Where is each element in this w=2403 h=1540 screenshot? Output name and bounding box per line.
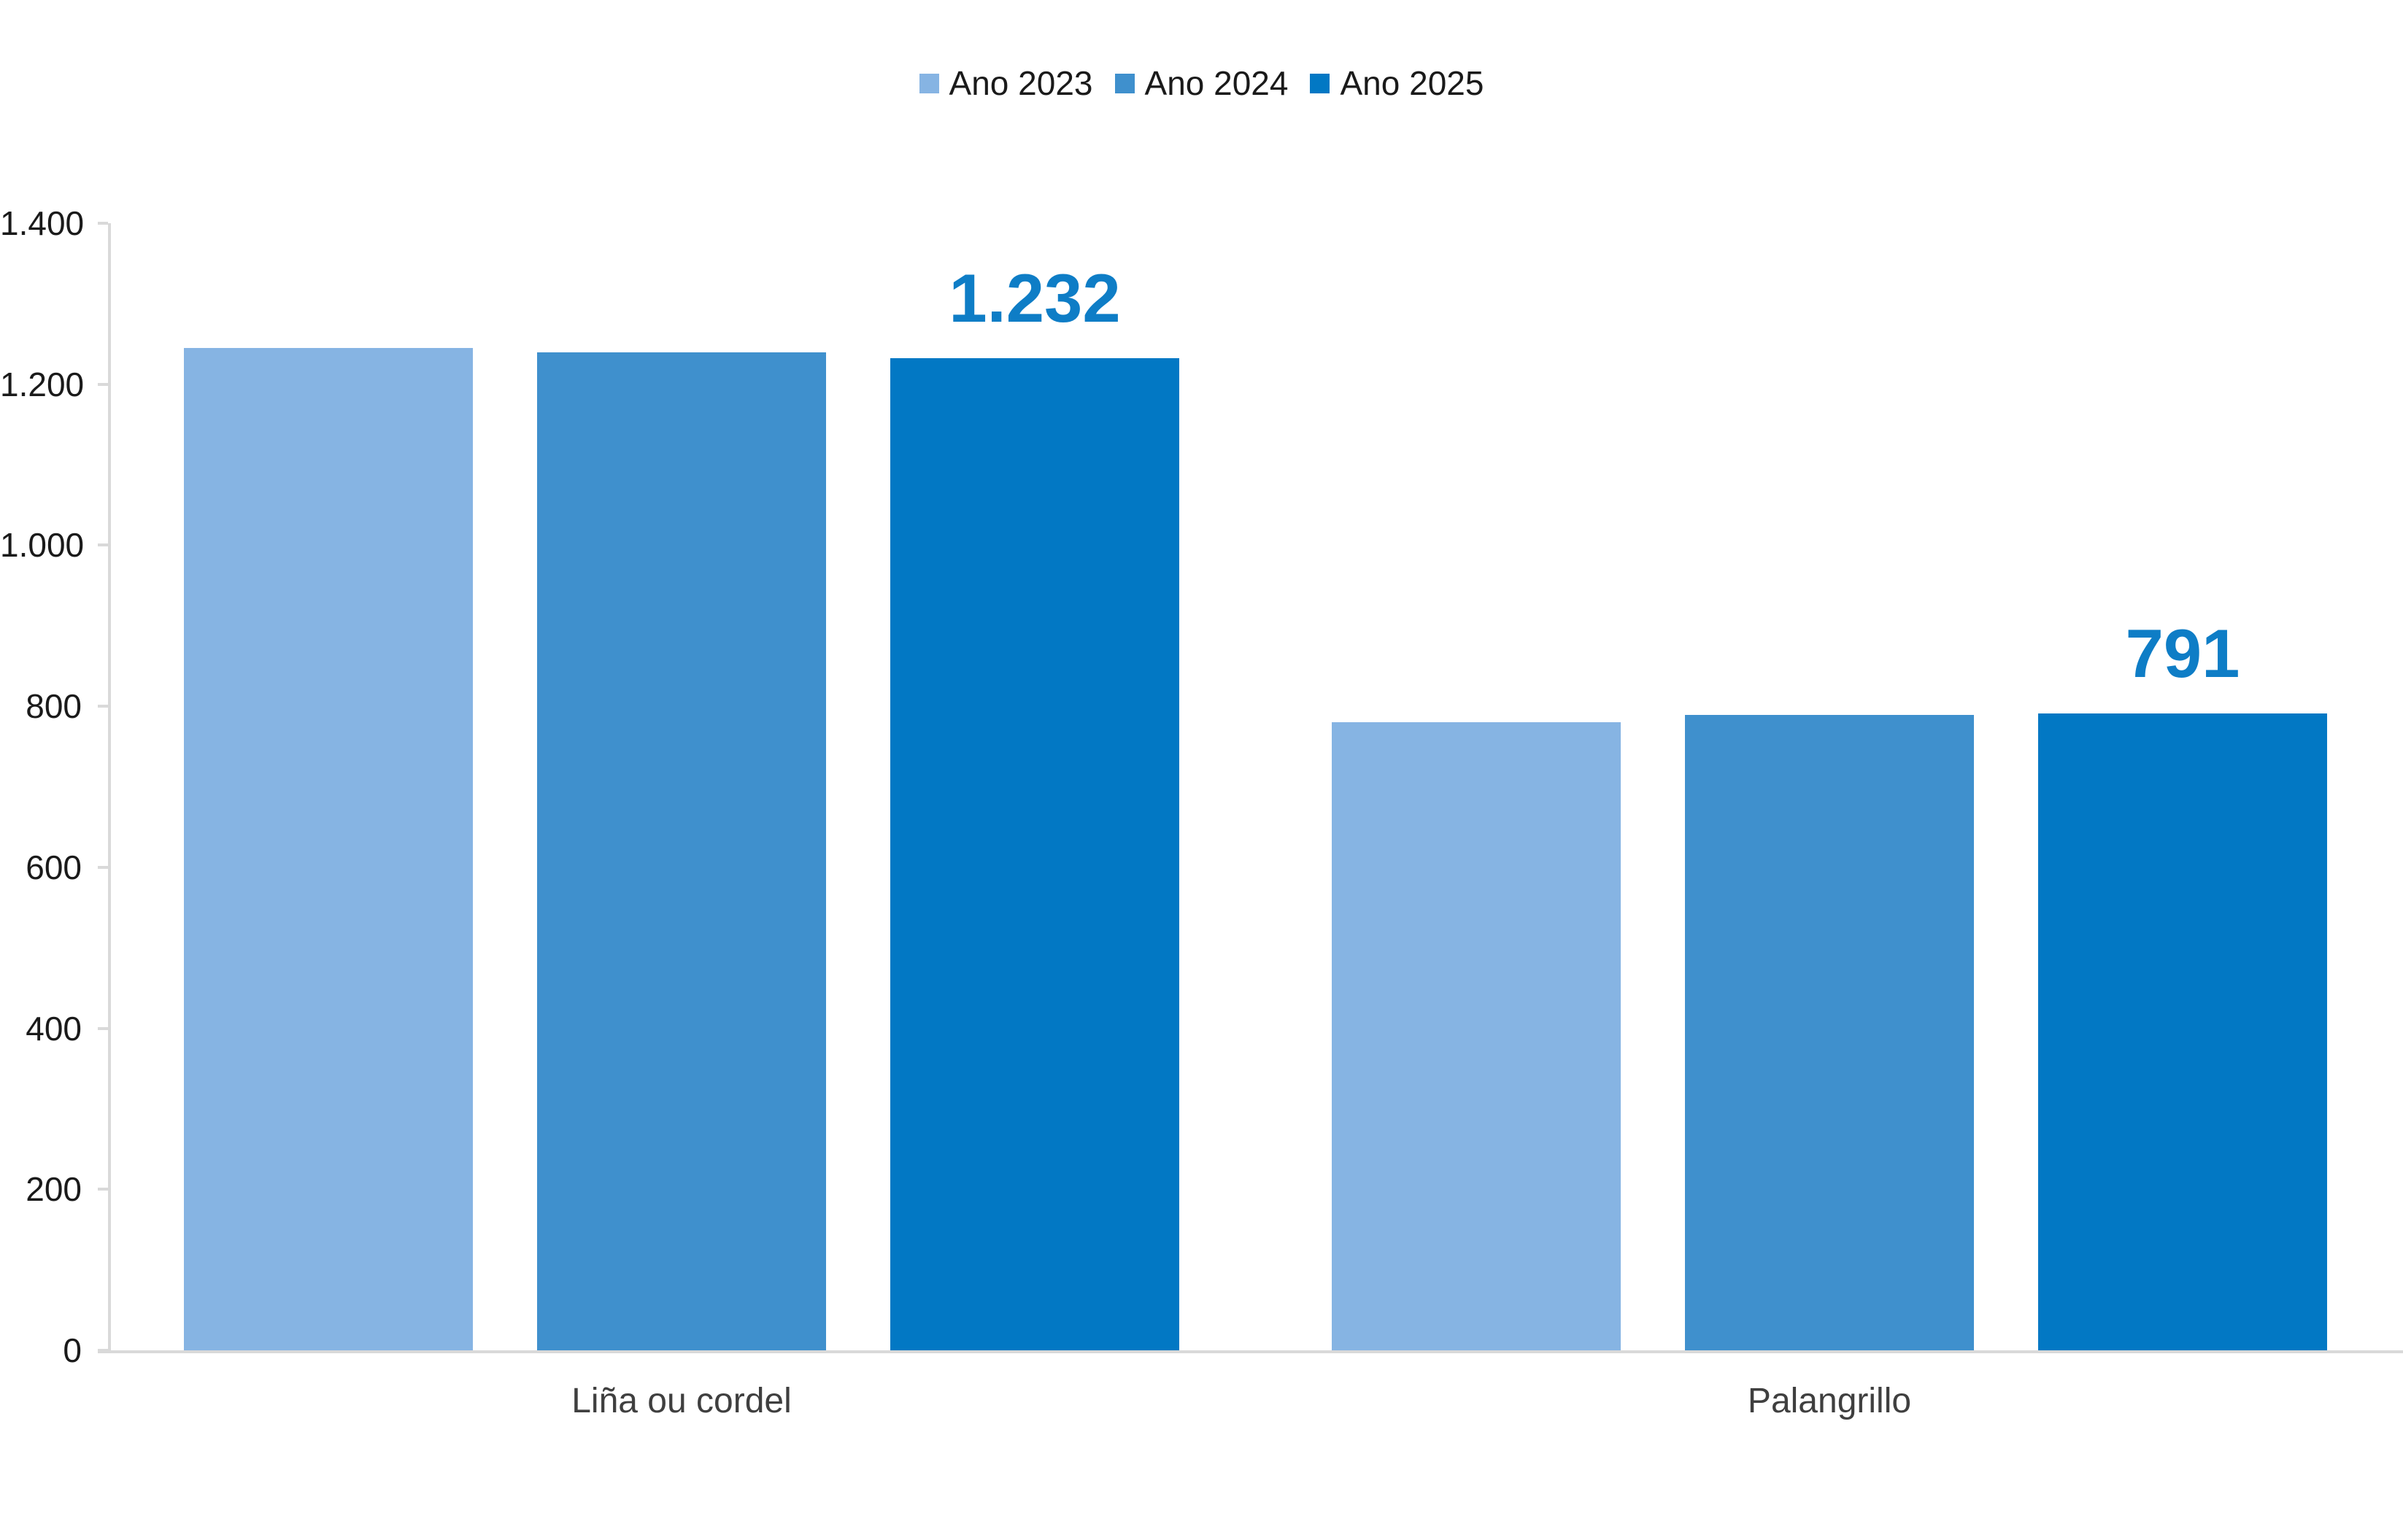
bar-ano-2024-lin-a-ou-cordel xyxy=(537,352,826,1350)
y-tick-label: 1.200 xyxy=(0,365,85,403)
legend: Ano 2023 Ano 2024 Ano 2025 xyxy=(0,64,2403,102)
bar-ano-2023-palangrillo xyxy=(1332,722,1621,1350)
category-label-lin-a-ou-cordel: Liña ou cordel xyxy=(571,1382,792,1420)
y-tick-mark xyxy=(98,543,108,547)
legend-item-ano-2023: Ano 2023 xyxy=(919,64,1093,102)
y-tick-mark xyxy=(98,382,108,386)
y-tick-label: 400 xyxy=(26,1009,82,1048)
y-tick-label: 200 xyxy=(26,1170,82,1209)
y-axis-line xyxy=(108,223,111,1353)
legend-swatch-icon xyxy=(1310,73,1330,93)
data-label-ano-2025-palangrillo: 791 xyxy=(2125,615,2240,692)
legend-swatch-icon xyxy=(1114,73,1135,93)
y-tick-mark xyxy=(98,1026,108,1030)
y-tick-mark xyxy=(98,1188,108,1191)
legend-swatch-icon xyxy=(919,73,939,93)
legend-item-ano-2025: Ano 2025 xyxy=(1310,64,1484,102)
y-tick-label: 0 xyxy=(63,1331,82,1369)
y-tick-label: 600 xyxy=(26,848,82,886)
y-tick-mark xyxy=(98,1349,108,1352)
data-label-ano-2025-lin-a-ou-cordel: 1.232 xyxy=(949,260,1121,337)
bar-ano-2023-lin-a-ou-cordel xyxy=(184,348,473,1350)
y-tick-mark xyxy=(98,705,108,708)
y-tick-label: 800 xyxy=(26,687,82,726)
y-tick-mark xyxy=(98,222,108,225)
y-tick-label: 1.400 xyxy=(0,204,85,242)
y-tick-mark xyxy=(98,865,108,869)
bar-ano-2025-lin-a-ou-cordel xyxy=(890,358,1179,1350)
bar-ano-2025-palangrillo xyxy=(2038,713,2327,1350)
x-axis-line xyxy=(98,1350,2403,1353)
legend-item-ano-2024: Ano 2024 xyxy=(1114,64,1289,102)
legend-label: Ano 2023 xyxy=(949,64,1093,102)
category-label-palangrillo: Palangrillo xyxy=(1747,1382,1912,1420)
y-tick-label: 1.000 xyxy=(0,526,85,565)
bar-ano-2024-palangrillo xyxy=(1685,715,1974,1350)
legend-label: Ano 2024 xyxy=(1144,64,1289,102)
legend-label: Ano 2025 xyxy=(1340,64,1484,102)
